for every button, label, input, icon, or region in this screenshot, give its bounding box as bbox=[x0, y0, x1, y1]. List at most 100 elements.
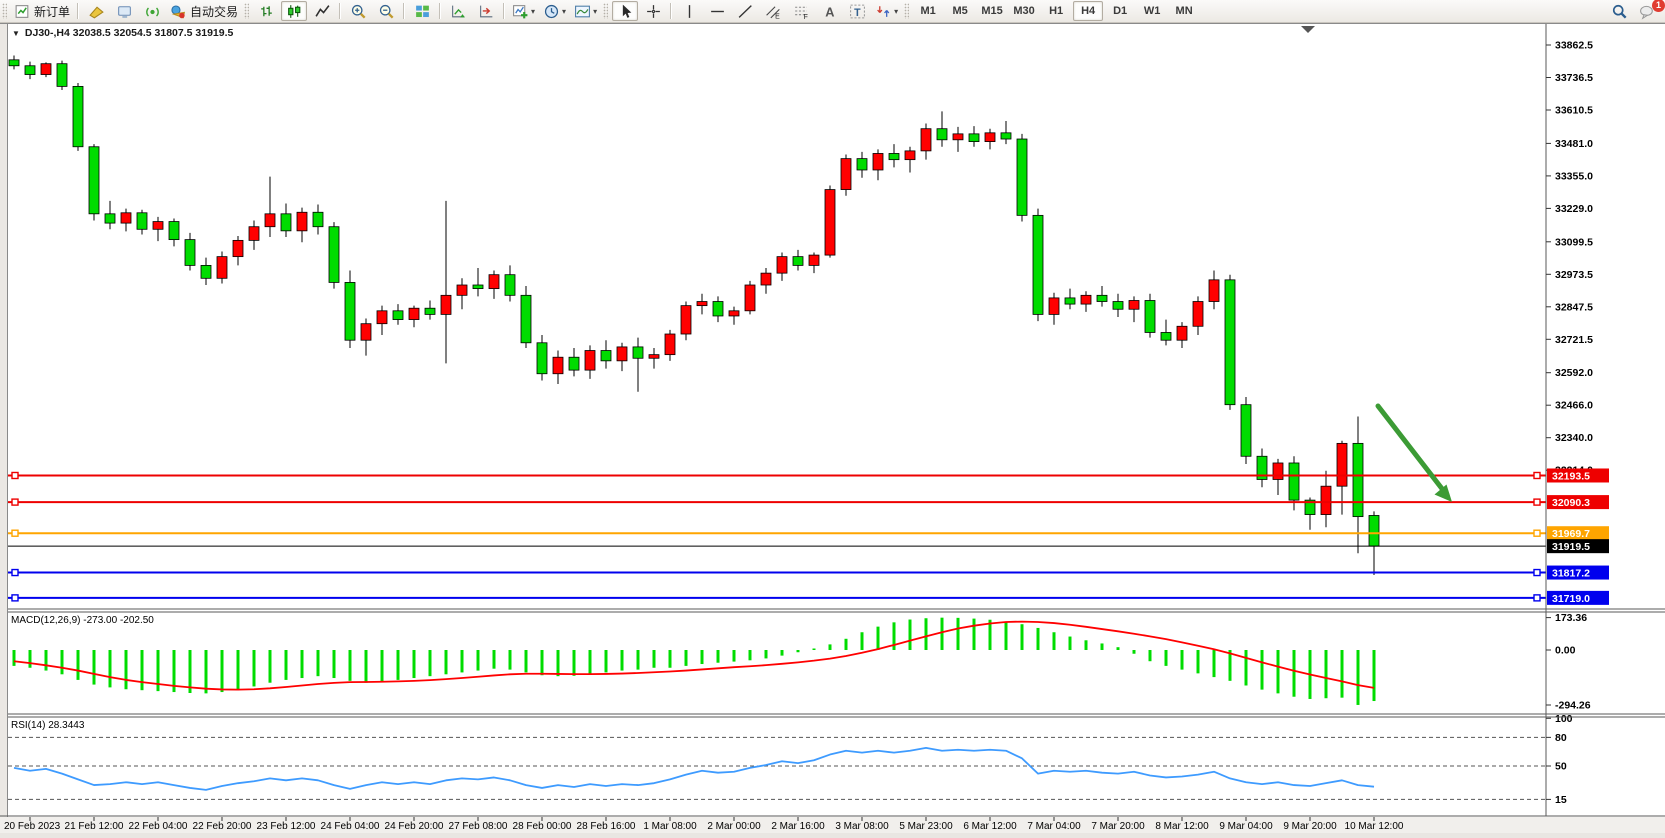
sell-direction-arrow[interactable] bbox=[1375, 403, 1452, 502]
timeframe-h1-button[interactable]: H1 bbox=[1049, 5, 1064, 17]
line-handle[interactable] bbox=[1533, 529, 1541, 537]
window-left-edge bbox=[0, 22, 7, 838]
line-handle[interactable] bbox=[1533, 498, 1541, 506]
time-axis-label: 2 Mar 16:00 bbox=[771, 821, 825, 832]
toolbar-grip[interactable] bbox=[603, 3, 609, 19]
text-button[interactable]: A bbox=[816, 1, 842, 21]
periods-icon bbox=[543, 3, 560, 20]
candle-body bbox=[88, 146, 100, 215]
arrows-button[interactable]: ▾ bbox=[872, 1, 901, 21]
cursor-button[interactable] bbox=[612, 1, 639, 21]
line-handle[interactable] bbox=[11, 568, 19, 577]
price-axis[interactable]: 33862.5 33736.5 33610.5 33481.0 33355.0 33229… bbox=[1545, 24, 1665, 816]
tile-windows-button[interactable] bbox=[409, 1, 435, 21]
autoscroll-icon bbox=[450, 3, 467, 20]
new-order-button[interactable]: 新订单 bbox=[11, 1, 73, 21]
axis-tick-label: 100 bbox=[1555, 713, 1573, 725]
chevron-down-icon[interactable]: ▾ bbox=[531, 6, 536, 16]
line-handle[interactable] bbox=[11, 529, 19, 537]
collapse-triangle-icon[interactable]: ▼ bbox=[12, 29, 20, 38]
timeframe-m1-button[interactable]: M1 bbox=[920, 5, 936, 17]
line-handle[interactable] bbox=[1533, 568, 1541, 577]
periods-button[interactable]: ▾ bbox=[540, 1, 569, 21]
text-label-button[interactable]: T bbox=[844, 1, 870, 21]
chart-title-text: DJ30-,H4 32038.5 32054.5 31807.5 31919.5 bbox=[24, 27, 234, 39]
time-axis-label: 24 Feb 04:00 bbox=[321, 821, 380, 832]
history-center-button[interactable] bbox=[83, 1, 109, 21]
timeframe-m5-button[interactable]: M5 bbox=[952, 5, 968, 17]
toolbar-separator bbox=[339, 3, 342, 19]
rsi-indicator-label: RSI(14) 28.3443 bbox=[11, 720, 85, 731]
rsi-line bbox=[13, 746, 1375, 791]
bars-icon bbox=[258, 3, 275, 20]
candle-body bbox=[904, 150, 916, 161]
zoom-out-button[interactable] bbox=[373, 1, 399, 21]
candle-body bbox=[1016, 138, 1028, 216]
chevron-down-icon[interactable]: ▾ bbox=[593, 6, 598, 16]
auto-scroll-button[interactable] bbox=[445, 1, 471, 21]
line-handle[interactable] bbox=[11, 498, 19, 506]
wedge-icon bbox=[88, 3, 105, 20]
time-axis-label: 24 Feb 20:00 bbox=[385, 821, 444, 832]
timeframe-w1-button[interactable]: W1 bbox=[1143, 5, 1161, 17]
auto-trading-button[interactable]: 自动交易 bbox=[167, 1, 241, 21]
crosshair-button[interactable] bbox=[640, 1, 666, 21]
line-chart-button[interactable] bbox=[309, 1, 335, 21]
toolbar-separator bbox=[439, 3, 442, 19]
time-axis-label: 1 Mar 08:00 bbox=[643, 821, 697, 832]
candlestick-chart-button[interactable] bbox=[281, 1, 308, 21]
timeframe-m15-button[interactable]: M15 bbox=[981, 5, 1003, 17]
signals-button[interactable] bbox=[139, 1, 165, 21]
indicators-button[interactable]: ▾ bbox=[509, 1, 538, 21]
candle-body bbox=[328, 226, 340, 283]
chevron-down-icon[interactable]: ▾ bbox=[562, 6, 567, 16]
line-handle[interactable] bbox=[11, 471, 19, 480]
search-button[interactable] bbox=[1606, 1, 1632, 21]
terminal-button[interactable] bbox=[111, 1, 137, 21]
horizontal-line-button[interactable] bbox=[704, 1, 730, 21]
line-handle[interactable] bbox=[1533, 471, 1541, 480]
timeframe-d1-button[interactable]: D1 bbox=[1113, 5, 1128, 17]
bar-chart-button[interactable] bbox=[253, 1, 279, 21]
axis-tick-label: 33355.0 bbox=[1555, 170, 1593, 182]
time-axis-label: 22 Feb 04:00 bbox=[129, 821, 188, 832]
notifications-button[interactable]: 1 bbox=[1634, 0, 1665, 21]
axis-tick-label: 32466.0 bbox=[1555, 400, 1593, 412]
fibonacci-button[interactable]: F bbox=[788, 1, 814, 21]
line-handle[interactable] bbox=[1533, 594, 1541, 602]
candle-body bbox=[72, 85, 84, 148]
candle-body bbox=[216, 256, 228, 279]
candle-body bbox=[1128, 300, 1140, 310]
candle-body bbox=[792, 256, 804, 266]
axis-tick-label: 15 bbox=[1555, 794, 1567, 806]
candle-body bbox=[648, 354, 660, 359]
timeframe-mn-button[interactable]: MN bbox=[1175, 5, 1193, 17]
signal-icon bbox=[144, 3, 161, 20]
line-handle[interactable] bbox=[11, 594, 19, 602]
candle-body bbox=[248, 226, 260, 241]
time-axis[interactable]: 20 Feb 2023 21 Feb 12:00 22 Feb 04:00 22 Fe… bbox=[0, 817, 1665, 838]
candlestick-series bbox=[8, 55, 1380, 576]
chevron-down-icon[interactable]: ▾ bbox=[894, 6, 899, 16]
equidistant-channel-button[interactable]: E bbox=[760, 1, 786, 21]
candle-body bbox=[1064, 297, 1076, 305]
candle-body bbox=[136, 212, 148, 230]
trendline-button[interactable] bbox=[732, 1, 758, 21]
vertical-line-button[interactable] bbox=[676, 1, 702, 21]
candle-body bbox=[1112, 301, 1124, 310]
magnifier-icon bbox=[1611, 3, 1628, 20]
toolbar-grip[interactable] bbox=[244, 3, 250, 19]
candle-body bbox=[1224, 279, 1236, 406]
candle-body bbox=[296, 211, 308, 232]
toolbar-separator bbox=[403, 3, 406, 19]
axis-tick-label: 33610.5 bbox=[1555, 104, 1593, 116]
toolbar-grip[interactable] bbox=[904, 3, 910, 19]
zoom-in-button[interactable] bbox=[345, 1, 371, 21]
chart-shift-button[interactable] bbox=[473, 1, 499, 21]
candle-body bbox=[184, 239, 196, 266]
timeframe-h4-button[interactable]: H4 bbox=[1073, 1, 1104, 21]
chart-shift-marker-icon[interactable] bbox=[1301, 26, 1315, 33]
templates-button[interactable]: ▾ bbox=[571, 1, 600, 21]
toolbar-grip[interactable] bbox=[2, 3, 7, 19]
timeframe-m30-button[interactable]: M30 bbox=[1013, 5, 1035, 17]
